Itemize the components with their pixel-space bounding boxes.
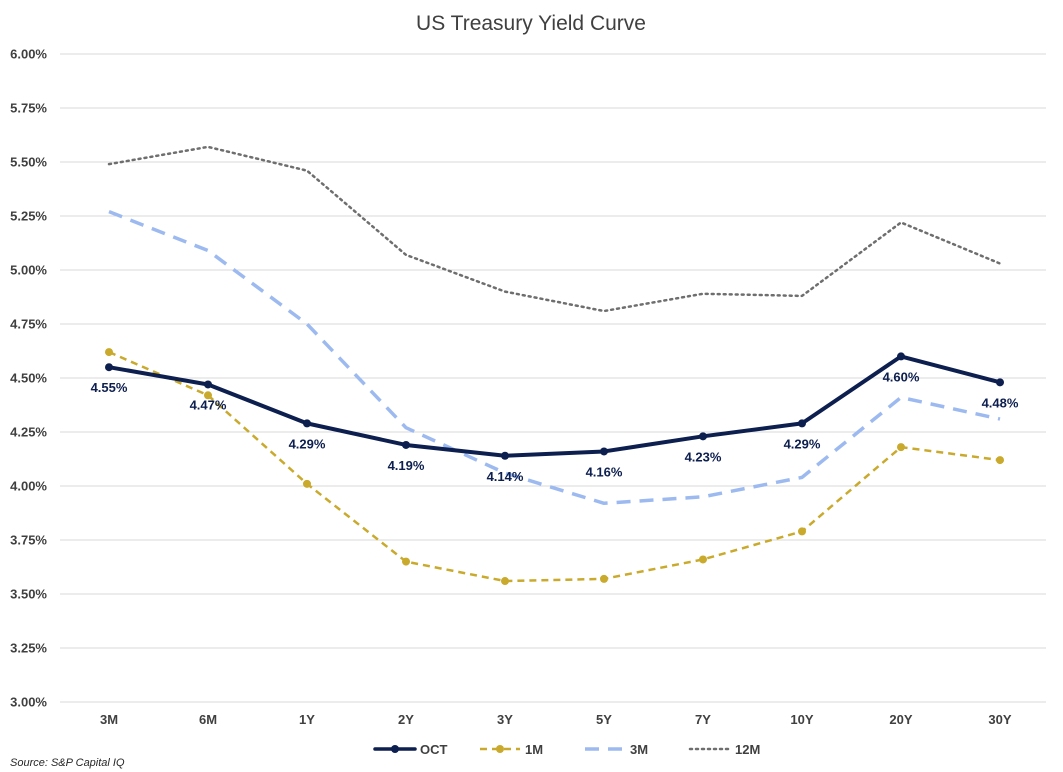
data-labels: 4.55% 4.47% 4.29% 4.19% 4.14% 4.16% 4.23% 4.29%… <box>91 369 1019 483</box>
series-lines <box>105 145 1004 586</box>
data-label-oct: 4.29% <box>289 436 326 451</box>
x-tick-label: 6M <box>199 712 217 727</box>
data-label-oct: 4.16% <box>586 464 623 479</box>
x-tick-label: 20Y <box>889 712 912 727</box>
series-line-3m <box>108 210 1001 506</box>
x-tick-label: 10Y <box>790 712 813 727</box>
data-point-oct <box>600 447 608 456</box>
x-tick-label: 1Y <box>299 712 315 727</box>
y-tick-label: 4.75% <box>10 317 47 332</box>
data-point-oct <box>996 378 1004 387</box>
data-point-oct <box>501 451 509 460</box>
series-line-12m <box>107 145 1002 313</box>
x-tick-label: 3Y <box>497 712 513 727</box>
x-tick-label: 30Y <box>988 712 1011 727</box>
legend-marker <box>496 745 504 753</box>
legend-item-1m: 1M <box>480 742 543 757</box>
data-point-1m <box>699 555 707 564</box>
data-point-oct <box>699 432 707 441</box>
data-point-1m <box>105 348 113 357</box>
data-point-1m <box>402 557 410 566</box>
y-tick-label: 4.50% <box>10 371 47 386</box>
series-line-oct <box>107 354 1002 458</box>
data-point-1m <box>897 443 905 452</box>
y-tick-label: 4.00% <box>10 479 47 494</box>
legend-marker <box>391 745 399 753</box>
data-point-oct <box>897 352 905 361</box>
series-line-1m <box>108 350 1001 583</box>
legend-label: 12M <box>735 742 760 757</box>
x-axis-ticks: 3M 6M 1Y 2Y 3Y 5Y 7Y 10Y 20Y 30Y <box>100 712 1012 727</box>
data-point-oct <box>303 419 311 428</box>
data-label-oct: 4.14% <box>487 469 524 484</box>
data-point-1m <box>303 479 311 488</box>
legend-item-12m: 12M <box>688 742 760 757</box>
legend-label: OCT <box>420 742 448 757</box>
x-tick-label: 7Y <box>695 712 711 727</box>
data-point-oct <box>798 419 806 428</box>
y-axis-ticks: 3.00% 3.25% 3.50% 3.75% 4.00% 4.25% 4.50% 4.75%… <box>10 47 47 710</box>
y-tick-label: 3.75% <box>10 533 47 548</box>
data-label-oct: 4.47% <box>190 397 227 412</box>
y-tick-label: 5.75% <box>10 101 47 116</box>
y-tick-label: 4.25% <box>10 425 47 440</box>
data-point-oct <box>204 380 212 389</box>
data-label-oct: 4.48% <box>982 395 1019 410</box>
y-tick-label: 6.00% <box>10 47 47 62</box>
chart-title: US Treasury Yield Curve <box>416 12 646 35</box>
data-point-oct <box>105 363 113 372</box>
y-tick-label: 5.25% <box>10 209 47 224</box>
data-label-oct: 4.55% <box>91 380 128 395</box>
data-point-1m <box>204 391 212 400</box>
legend-label: 3M <box>630 742 648 757</box>
data-label-oct: 4.23% <box>685 449 722 464</box>
y-tick-label: 3.25% <box>10 641 47 656</box>
x-tick-label: 3M <box>100 712 118 727</box>
y-tick-label: 5.00% <box>10 263 47 278</box>
x-tick-label: 2Y <box>398 712 414 727</box>
data-point-oct <box>402 440 410 449</box>
legend-label: 1M <box>525 742 543 757</box>
y-tick-label: 5.50% <box>10 155 47 170</box>
y-tick-label: 3.00% <box>10 695 47 710</box>
source-note: Source: S&P Capital IQ <box>10 757 125 769</box>
data-label-oct: 4.29% <box>784 436 821 451</box>
x-tick-label: 5Y <box>596 712 612 727</box>
data-label-oct: 4.60% <box>883 369 920 384</box>
data-point-1m <box>798 527 806 536</box>
data-point-1m <box>600 574 608 583</box>
legend-item-oct: OCT <box>373 742 448 757</box>
legend-item-3m: 3M <box>585 742 648 757</box>
y-tick-label: 3.50% <box>10 587 47 602</box>
data-label-oct: 4.19% <box>388 458 425 473</box>
data-point-1m <box>996 456 1004 465</box>
legend: OCT 1M 3M 12M <box>373 742 760 757</box>
data-point-1m <box>501 577 509 586</box>
